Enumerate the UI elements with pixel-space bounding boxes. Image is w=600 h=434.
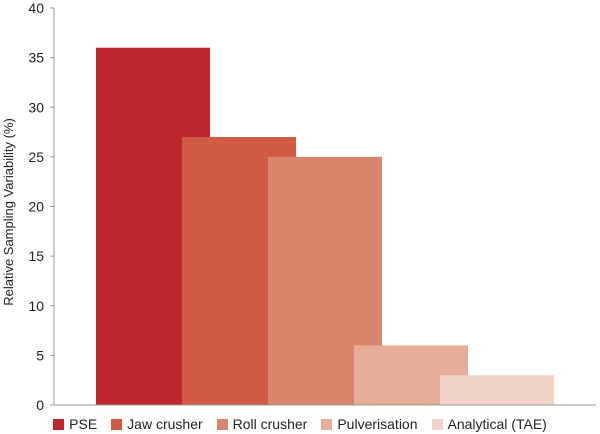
legend-item: PSE (53, 416, 97, 432)
legend-label: PSE (69, 416, 98, 432)
legend-label: Jaw crusher (127, 416, 203, 432)
legend-swatch (111, 418, 123, 430)
y-tick-label: 10 (28, 298, 44, 314)
y-tick-label: 40 (28, 0, 44, 16)
legend-item: Roll crusher (216, 416, 308, 432)
legend-swatch (216, 418, 228, 430)
y-tick-label: 20 (28, 199, 44, 215)
y-ticks-group: 0 5 10 15 20 25 30 35 40 (28, 0, 54, 413)
legend-item: Analytical (TAE) (431, 416, 547, 432)
bar-chart: 0 5 10 15 20 25 30 35 40 Relative Sampling Varia… (1, 0, 596, 413)
legend-label: Roll crusher (232, 416, 308, 432)
legend-swatch (53, 418, 65, 430)
y-tick-label: 30 (28, 99, 44, 115)
legend-swatch (431, 418, 443, 430)
bars-group (96, 47, 554, 405)
legend-item: Jaw crusher (111, 416, 203, 432)
legend-swatch (321, 418, 333, 430)
legend: PSE Jaw crusher Roll crusher Pulverisation A… (0, 414, 600, 434)
legend-label: Pulverisation (337, 416, 418, 432)
legend-label: Analytical (TAE) (447, 416, 547, 432)
bar-analytical-tae (440, 375, 554, 405)
legend-item: Pulverisation (321, 416, 418, 432)
y-tick-label: 35 (28, 50, 44, 66)
y-tick-label: 15 (28, 248, 44, 264)
y-axis-title: Relative Sampling Variability (%) (1, 118, 16, 306)
y-tick-label: 5 (36, 347, 44, 363)
y-tick-label: 0 (36, 397, 44, 413)
y-tick-label: 25 (28, 149, 44, 165)
